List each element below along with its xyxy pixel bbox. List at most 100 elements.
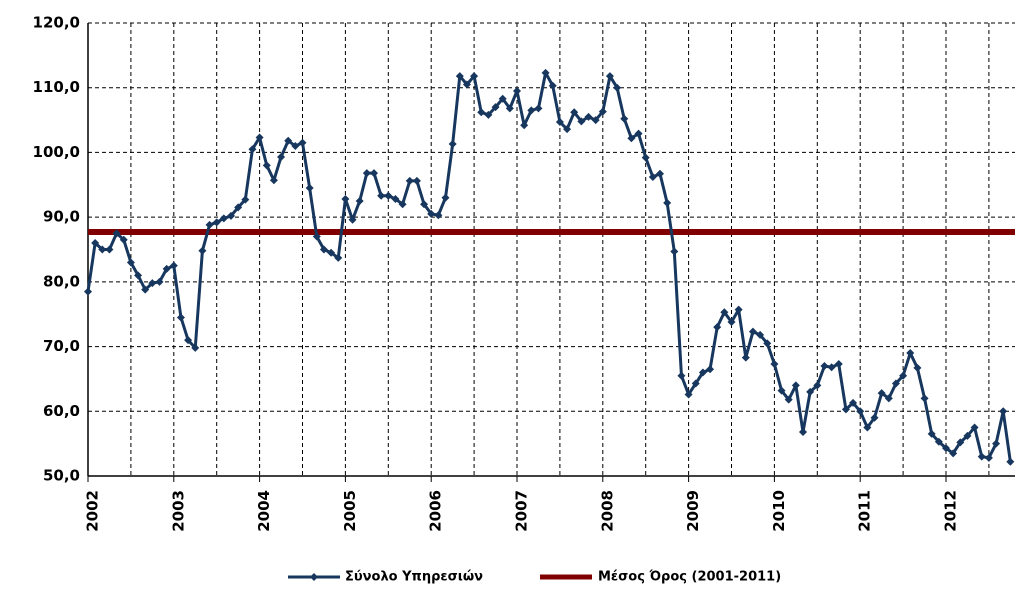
marker xyxy=(505,104,514,113)
y-tick-label: 120,0 xyxy=(33,14,80,32)
marker xyxy=(877,389,886,398)
marker xyxy=(334,253,343,262)
x-tick-label: 2006 xyxy=(427,490,445,532)
marker xyxy=(105,245,114,254)
marker xyxy=(377,191,386,200)
x-tick-label: 2003 xyxy=(169,490,187,532)
marker xyxy=(999,407,1008,416)
marker xyxy=(555,118,564,127)
marker xyxy=(605,72,614,81)
marker xyxy=(591,116,600,125)
marker xyxy=(720,308,729,317)
marker xyxy=(184,336,193,345)
marker xyxy=(641,153,650,162)
marker xyxy=(648,173,657,182)
marker xyxy=(1006,457,1015,466)
marker xyxy=(84,287,92,296)
marker xyxy=(277,152,286,161)
marker xyxy=(398,200,407,209)
marker xyxy=(570,108,579,117)
x-tick-label: 2010 xyxy=(770,490,788,532)
marker xyxy=(405,176,414,185)
marker xyxy=(462,80,471,89)
marker xyxy=(663,198,672,207)
marker xyxy=(734,305,743,314)
marker xyxy=(305,184,314,193)
legend-marker xyxy=(310,573,318,581)
marker xyxy=(748,327,757,336)
marker xyxy=(934,437,943,446)
marker xyxy=(684,390,693,399)
marker xyxy=(520,121,529,130)
y-tick-label: 70,0 xyxy=(43,337,80,355)
legend-label: Σύνολο Υπηρεσιών xyxy=(345,570,483,585)
marker xyxy=(548,81,557,90)
marker xyxy=(992,439,1001,448)
marker xyxy=(91,239,100,248)
marker xyxy=(119,235,128,244)
marker xyxy=(262,161,271,170)
marker xyxy=(741,353,750,362)
marker xyxy=(670,247,679,256)
marker xyxy=(620,114,629,123)
x-tick-label: 2005 xyxy=(341,490,359,532)
marker xyxy=(577,117,586,126)
marker xyxy=(98,245,107,254)
marker xyxy=(584,112,593,121)
marker xyxy=(134,271,143,280)
y-tick-label: 100,0 xyxy=(33,143,80,161)
marker xyxy=(949,449,958,458)
y-tick-label: 110,0 xyxy=(33,78,80,96)
marker xyxy=(527,106,536,115)
marker xyxy=(541,68,550,77)
marker xyxy=(963,431,972,440)
y-tick-label: 80,0 xyxy=(43,272,80,290)
x-tick-label: 2012 xyxy=(942,490,960,532)
marker xyxy=(770,360,779,369)
marker xyxy=(899,371,908,380)
marker xyxy=(491,103,500,112)
y-tick-label: 50,0 xyxy=(43,467,80,485)
marker xyxy=(799,427,807,436)
marker xyxy=(169,261,178,270)
marker xyxy=(727,317,736,326)
marker xyxy=(956,438,965,447)
legend-label: Μέσος Όρος (2001-2011) xyxy=(598,570,781,585)
x-tick-label: 2009 xyxy=(684,490,702,532)
marker xyxy=(942,444,950,453)
marker xyxy=(806,387,815,396)
marker xyxy=(634,129,643,138)
marker xyxy=(448,140,457,149)
marker xyxy=(813,381,822,390)
marker xyxy=(827,363,836,372)
marker xyxy=(227,211,235,220)
x-tick-label: 2004 xyxy=(255,490,273,532)
y-tick-label: 90,0 xyxy=(43,208,80,226)
marker xyxy=(563,125,572,134)
marker xyxy=(234,203,243,212)
marker xyxy=(384,191,393,200)
marker xyxy=(141,285,150,294)
marker xyxy=(241,195,250,204)
marker xyxy=(391,195,400,204)
marker xyxy=(863,423,872,432)
marker xyxy=(891,379,900,388)
marker xyxy=(355,196,364,205)
marker xyxy=(198,246,207,255)
marker xyxy=(913,363,922,372)
marker xyxy=(126,258,135,267)
marker xyxy=(434,211,443,220)
marker xyxy=(148,279,157,288)
x-tick-label: 2008 xyxy=(598,490,616,532)
marker xyxy=(627,134,636,143)
marker xyxy=(927,429,936,438)
marker xyxy=(327,248,336,257)
marker xyxy=(777,386,786,395)
marker xyxy=(412,176,421,185)
marker xyxy=(362,169,371,178)
marker xyxy=(906,349,915,358)
x-tick-label: 2011 xyxy=(856,490,874,532)
marker xyxy=(191,343,200,352)
marker xyxy=(984,453,993,462)
